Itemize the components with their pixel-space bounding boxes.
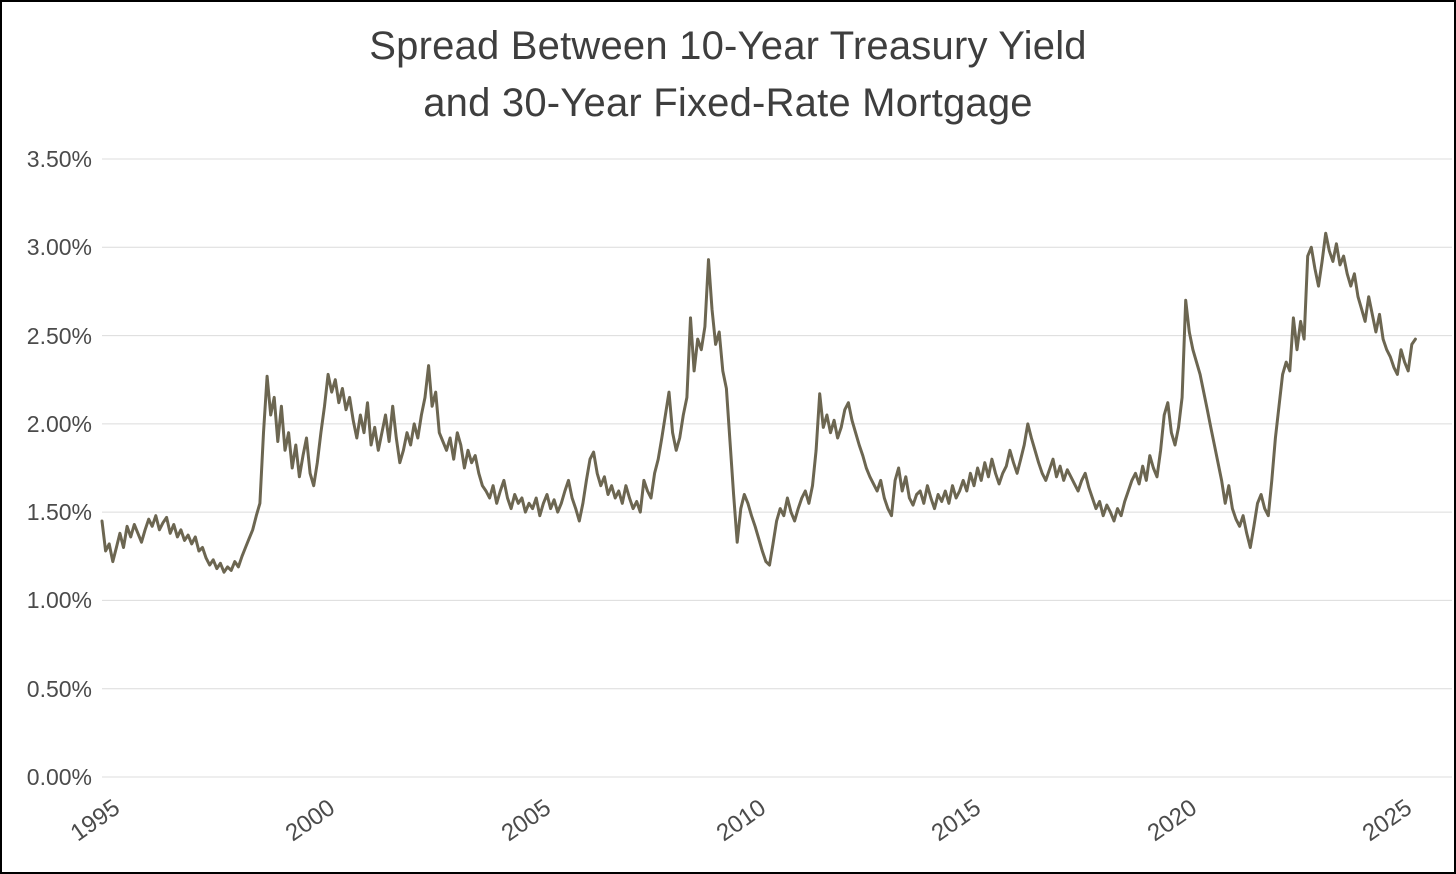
y-tick-label: 3.00% <box>26 234 92 261</box>
y-tick-label: 2.00% <box>26 410 92 437</box>
chart-title-line1: Spread Between 10-Year Treasury Yield <box>369 24 1087 68</box>
chart-title: Spread Between 10-Year Treasury Yield an… <box>2 18 1454 132</box>
chart-title-line2: and 30-Year Fixed-Rate Mortgage <box>423 81 1033 125</box>
y-tick-label: 2.50% <box>26 322 92 349</box>
y-tick-label: 1.00% <box>26 587 92 614</box>
y-tick-label: 3.50% <box>26 146 92 172</box>
y-tick-label: 1.50% <box>26 499 92 526</box>
spread-series-line <box>100 231 1417 574</box>
y-tick-label: 0.00% <box>26 764 92 790</box>
y-tick-label: 0.50% <box>26 675 92 702</box>
